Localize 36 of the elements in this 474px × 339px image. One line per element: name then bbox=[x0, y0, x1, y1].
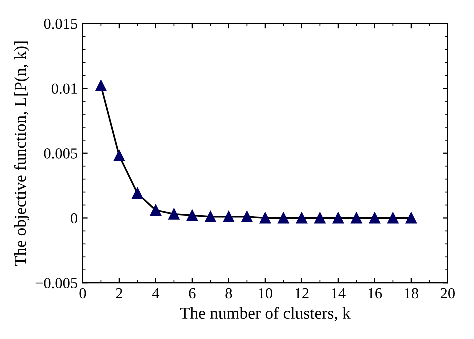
point bbox=[186, 210, 198, 222]
x-axis-title: The number of clusters, k bbox=[180, 307, 351, 322]
point bbox=[369, 212, 380, 224]
y-tick-label: −0.005 bbox=[36, 278, 78, 289]
point bbox=[388, 212, 399, 224]
point bbox=[351, 212, 362, 224]
point bbox=[168, 208, 180, 220]
point bbox=[205, 211, 216, 222]
x-tick-label: 18 bbox=[405, 288, 418, 299]
x-tick-label: 14 bbox=[332, 288, 346, 299]
y-axis-title: The objective function, L[P(n, k)] bbox=[14, 42, 30, 266]
x-tick-label: 0 bbox=[80, 288, 86, 299]
y-tick-label: 0.015 bbox=[44, 18, 78, 30]
point bbox=[296, 212, 308, 224]
point bbox=[114, 150, 126, 162]
x-tick-label: 16 bbox=[368, 288, 382, 299]
point bbox=[132, 188, 144, 200]
x-tick-label: 2 bbox=[116, 288, 122, 299]
y-tick-label: 0 bbox=[71, 213, 78, 224]
x-tick-label: 12 bbox=[296, 288, 309, 299]
point bbox=[223, 211, 234, 222]
point bbox=[314, 212, 326, 224]
point bbox=[278, 212, 290, 224]
x-tick-label: 4 bbox=[152, 288, 160, 299]
point bbox=[260, 212, 271, 224]
x-tick-label: 8 bbox=[226, 288, 232, 299]
y-tick-label: 0.01 bbox=[52, 84, 78, 94]
point bbox=[242, 211, 253, 222]
point bbox=[96, 80, 107, 92]
x-tick-label: 6 bbox=[189, 288, 196, 299]
point bbox=[406, 212, 417, 224]
point bbox=[332, 212, 344, 224]
x-tick-label: 10 bbox=[259, 288, 272, 299]
y-tick-label: 0.005 bbox=[44, 148, 78, 159]
x-tick-label: 20 bbox=[440, 288, 455, 299]
point bbox=[150, 204, 162, 216]
